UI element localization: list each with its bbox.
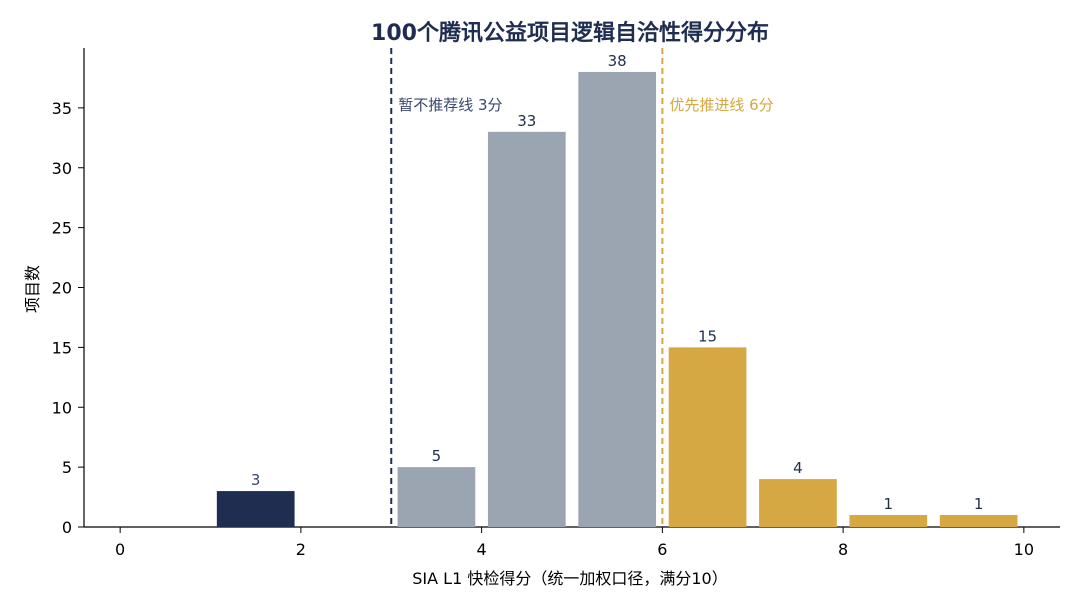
bar-value-label: 15 [698, 327, 717, 345]
threshold-label: 优先推进线 6分 [669, 96, 773, 114]
histogram-bar [216, 491, 295, 527]
bar-value-label: 3 [251, 471, 261, 489]
thresholds-layer: 暂不推荐线 3分 优先推进线 6分 [390, 48, 774, 527]
threshold-label: 暂不推荐线 3分 [398, 96, 502, 114]
y-tick-label: 25 [52, 219, 72, 238]
bar-value-label: 4 [793, 459, 803, 477]
histogram-bar [849, 515, 928, 527]
x-tick-label: 8 [838, 540, 848, 559]
x-axis-label: SIA L1 快检得分（统一加权口径，满分10） [412, 569, 727, 588]
y-tick-label: 5 [62, 458, 72, 477]
x-tick-label: 2 [296, 540, 306, 559]
y-tick-label: 15 [52, 338, 72, 357]
x-tick-label: 10 [1014, 540, 1034, 559]
bar-value-label: 1 [884, 495, 894, 513]
x-tick-label: 6 [657, 540, 667, 559]
y-tick-label: 10 [52, 398, 72, 417]
histogram-bar [578, 71, 657, 527]
bar-value-label: 1 [974, 495, 984, 513]
histogram-bar [487, 131, 566, 527]
bars-layer: 3 5 33 38 15 4 1 1 [216, 52, 1018, 527]
chart-title: 100个腾讯公益项目逻辑自洽性得分分布 [371, 20, 769, 46]
histogram-bar [668, 347, 747, 527]
bar-value-label: 33 [517, 112, 536, 130]
histogram-bar [759, 479, 837, 527]
histogram-bar [397, 467, 476, 527]
bar-value-label: 5 [432, 447, 442, 465]
y-axis-label: 项目数 [23, 265, 42, 313]
x-tick-label: 4 [477, 540, 487, 559]
bar-value-label: 38 [608, 52, 627, 70]
y-tick-label: 35 [52, 99, 72, 118]
x-tick-label: 0 [115, 540, 125, 559]
y-tick-label: 0 [62, 518, 72, 537]
y-tick-label: 30 [52, 159, 72, 178]
y-tick-label: 20 [52, 279, 72, 298]
histogram-bar [939, 515, 1018, 527]
